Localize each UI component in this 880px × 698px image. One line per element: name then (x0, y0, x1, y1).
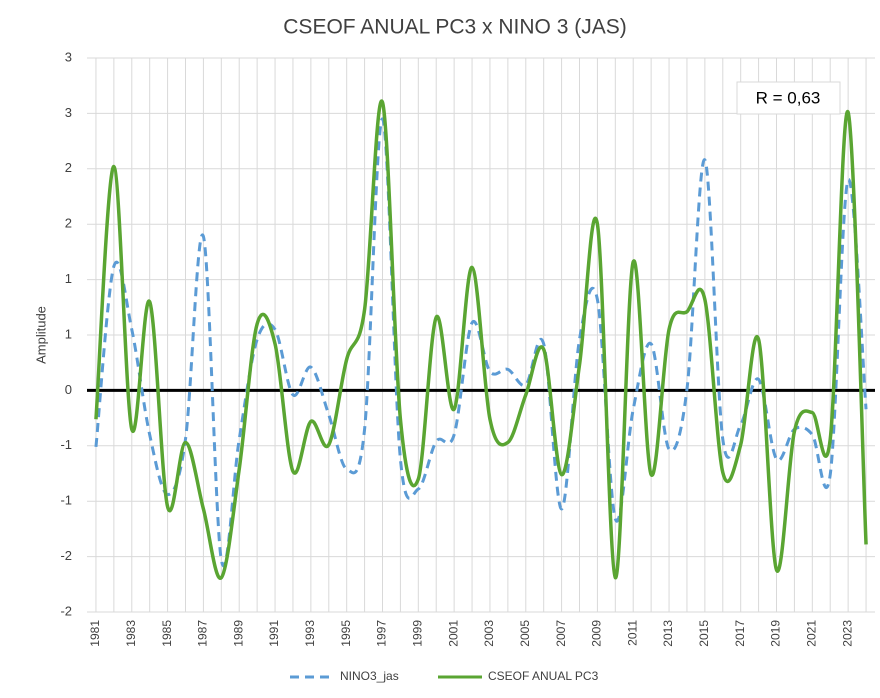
x-tick-label: 2017 (733, 620, 747, 647)
x-tick-label: 2003 (482, 620, 496, 647)
series-line (94, 99, 868, 580)
y-tick-label: 2 (65, 160, 72, 175)
x-tick-label: 2001 (446, 620, 460, 647)
x-tick-label: 1983 (124, 620, 138, 647)
y-tick-label: -2 (60, 548, 72, 563)
y-axis-title: Amplitude (33, 306, 48, 364)
x-tick-label: 2005 (518, 620, 532, 647)
y-tick-label: -1 (60, 493, 72, 508)
x-tick-label: 1993 (303, 620, 317, 647)
y-tick-label: -1 (60, 437, 72, 452)
legend-label: CSEOF ANUAL PC3 (488, 669, 599, 683)
x-tick-label: 1999 (410, 620, 424, 647)
chart-title: CSEOF ANUAL PC3 x NINO 3 (JAS) (283, 16, 626, 39)
legend-label: NINO3_jas (340, 669, 399, 683)
y-tick-label: 3 (65, 49, 72, 64)
y-tick-label: 2 (65, 216, 72, 231)
x-tick-label: 2009 (590, 620, 604, 647)
x-tick-label: 1981 (88, 620, 102, 647)
y-tick-label: 1 (65, 326, 72, 341)
x-tick-label: 1997 (375, 620, 389, 647)
x-tick-label: 2013 (661, 620, 675, 647)
x-tick-label: 1991 (267, 620, 281, 647)
y-tick-label: 1 (65, 271, 72, 286)
x-tick-label: 2007 (554, 620, 568, 647)
x-tick-label: 2019 (769, 620, 783, 647)
y-tick-label: -2 (60, 603, 72, 618)
x-tick-label: 1995 (339, 620, 353, 647)
x-tick-label: 1989 (231, 620, 245, 647)
x-tick-label: 2021 (804, 620, 818, 647)
x-tick-label: 2023 (840, 620, 854, 647)
x-tick-label: 1987 (196, 620, 210, 647)
x-tick-label: 2015 (697, 620, 711, 647)
y-tick-label: 3 (65, 105, 72, 120)
annotation: R = 0,63 (756, 88, 821, 107)
annotation-box (736, 81, 841, 115)
series-line (94, 117, 868, 568)
x-tick-label: 2011 (625, 620, 639, 646)
x-tick-label: 1985 (160, 620, 174, 647)
y-tick-label: 0 (65, 382, 72, 397)
